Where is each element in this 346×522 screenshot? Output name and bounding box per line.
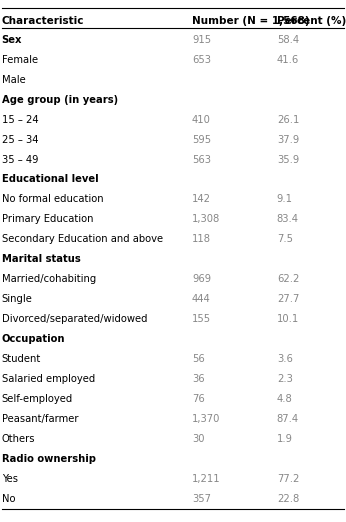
Text: 56: 56 xyxy=(192,354,205,364)
Text: Occupation: Occupation xyxy=(2,334,65,344)
Text: Percent (%): Percent (%) xyxy=(277,16,346,26)
Text: 410: 410 xyxy=(192,115,211,125)
Text: Characteristic: Characteristic xyxy=(2,16,84,26)
Text: 76: 76 xyxy=(192,394,205,404)
Text: 36: 36 xyxy=(192,374,204,384)
Text: 915: 915 xyxy=(192,35,211,45)
Text: 653: 653 xyxy=(192,55,211,65)
Text: 83.4: 83.4 xyxy=(277,215,299,224)
Text: 30: 30 xyxy=(192,434,204,444)
Text: 142: 142 xyxy=(192,194,211,205)
Text: 2.3: 2.3 xyxy=(277,374,293,384)
Text: 62.2: 62.2 xyxy=(277,274,299,284)
Text: 7.5: 7.5 xyxy=(277,234,293,244)
Text: 155: 155 xyxy=(192,314,211,324)
Text: Marital status: Marital status xyxy=(2,254,81,264)
Text: Number (N = 1,568): Number (N = 1,568) xyxy=(192,16,310,26)
Text: Salaried employed: Salaried employed xyxy=(2,374,95,384)
Text: 10.1: 10.1 xyxy=(277,314,299,324)
Text: 37.9: 37.9 xyxy=(277,135,299,145)
Text: No formal education: No formal education xyxy=(2,194,103,205)
Text: 58.4: 58.4 xyxy=(277,35,299,45)
Text: Married/cohabiting: Married/cohabiting xyxy=(2,274,96,284)
Text: 22.8: 22.8 xyxy=(277,494,299,504)
Text: Others: Others xyxy=(2,434,35,444)
Text: Peasant/farmer: Peasant/farmer xyxy=(2,414,78,424)
Text: 3.6: 3.6 xyxy=(277,354,293,364)
Text: Age group (in years): Age group (in years) xyxy=(2,94,118,104)
Text: 15 – 24: 15 – 24 xyxy=(2,115,38,125)
Text: 77.2: 77.2 xyxy=(277,474,299,484)
Text: 969: 969 xyxy=(192,274,211,284)
Text: 25 – 34: 25 – 34 xyxy=(2,135,38,145)
Text: 1.9: 1.9 xyxy=(277,434,293,444)
Text: Educational level: Educational level xyxy=(2,174,98,184)
Text: 563: 563 xyxy=(192,155,211,164)
Text: Single: Single xyxy=(2,294,33,304)
Text: Sex: Sex xyxy=(2,35,22,45)
Text: Male: Male xyxy=(2,75,26,85)
Text: Divorced/separated/widowed: Divorced/separated/widowed xyxy=(2,314,147,324)
Text: Secondary Education and above: Secondary Education and above xyxy=(2,234,163,244)
Text: Primary Education: Primary Education xyxy=(2,215,93,224)
Text: 41.6: 41.6 xyxy=(277,55,299,65)
Text: 35 – 49: 35 – 49 xyxy=(2,155,38,164)
Text: Radio ownership: Radio ownership xyxy=(2,454,96,464)
Text: 444: 444 xyxy=(192,294,211,304)
Text: 357: 357 xyxy=(192,494,211,504)
Text: 1,370: 1,370 xyxy=(192,414,220,424)
Text: 1,308: 1,308 xyxy=(192,215,220,224)
Text: 118: 118 xyxy=(192,234,211,244)
Text: Student: Student xyxy=(2,354,41,364)
Text: 35.9: 35.9 xyxy=(277,155,299,164)
Text: 595: 595 xyxy=(192,135,211,145)
Text: Self-employed: Self-employed xyxy=(2,394,73,404)
Text: 9.1: 9.1 xyxy=(277,194,293,205)
Text: 26.1: 26.1 xyxy=(277,115,299,125)
Text: 87.4: 87.4 xyxy=(277,414,299,424)
Text: 27.7: 27.7 xyxy=(277,294,299,304)
Text: Female: Female xyxy=(2,55,38,65)
Text: Yes: Yes xyxy=(2,474,18,484)
Text: 4.8: 4.8 xyxy=(277,394,293,404)
Text: 1,211: 1,211 xyxy=(192,474,221,484)
Text: No: No xyxy=(2,494,15,504)
